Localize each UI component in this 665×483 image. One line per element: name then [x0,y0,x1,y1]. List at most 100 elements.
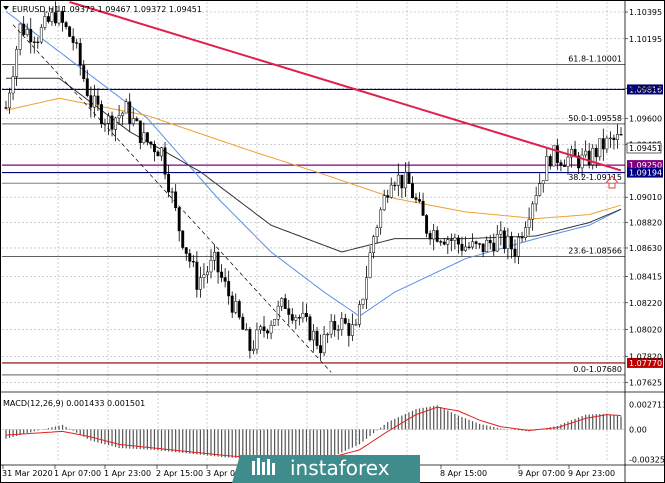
candles [4,1,623,361]
candle-body [131,118,135,124]
candle-body [460,243,464,251]
candle-body [517,236,520,257]
macd-label: MACD(12,26,9) 0.001433 0.001501 [3,399,145,408]
current-price-tag [626,142,662,154]
candle-body [304,312,308,318]
candle-body [149,141,153,145]
candle-body [326,333,330,336]
candle-body [357,304,361,325]
candle-body [138,120,142,144]
candle-body [206,271,209,276]
candle-body [29,29,33,43]
candle-body [619,134,623,136]
candle-body [32,41,36,43]
candle-body [209,260,213,273]
time-tick-label: 9 Apr 07:00 [518,469,565,478]
candle-body [329,320,333,335]
candle-body [598,138,602,158]
candle-body [439,241,443,243]
candle-body [559,162,563,166]
candle-body [524,227,528,238]
candle-body [513,248,517,257]
fib-level-label: 38.2-1.09115 [568,173,622,182]
collapse-triangle-icon[interactable] [3,6,9,10]
overlays [12,1,622,373]
candle-body [156,151,160,157]
candle-body [124,101,128,114]
candle-body [382,195,386,211]
candle-body [425,215,429,234]
fib-level-label: 50.0-1.09558 [568,114,622,123]
candle-body [273,318,277,326]
candle-body [145,132,149,143]
level-price-tag-label: 1.07770 [629,359,662,368]
candle-body [78,43,82,66]
candle-body [435,230,439,242]
grid [2,2,625,462]
candle-body [4,107,8,109]
candle-body [114,117,118,130]
candle-body [573,149,577,157]
candle-body [184,247,188,254]
candle-body [61,10,65,23]
level-price-tag-label: 1.09194 [629,169,662,178]
price-tick-label: 1.10195 [629,35,662,44]
moving-average-orange [5,97,622,220]
candle-body [580,154,584,169]
candle-body [319,345,323,354]
candle-body [227,281,231,297]
candle-body [492,242,496,252]
candle-body [584,150,588,156]
candle-body [308,316,312,341]
candle-body [68,26,72,37]
candle-body [18,23,22,50]
candle-body [506,236,510,249]
candle-body [15,49,19,77]
candle-body [283,298,287,309]
candle-body [421,200,425,216]
candle-body [509,236,513,250]
candle-body [616,134,619,140]
candle-body [594,148,598,158]
candle-body [248,329,252,351]
price-tick-label: 1.08020 [629,326,662,335]
candle-body [485,239,489,253]
candle-body [135,118,139,122]
candle-body [411,183,414,199]
time-tick-label: 8 Apr 15:00 [440,469,487,478]
candle-body [396,174,400,186]
price-tick-label: 1.10395 [629,8,662,17]
candle-body [92,95,96,108]
macd-tick-label: 0.00 [629,426,647,435]
candle-body [361,298,365,305]
macd-panel: 0.002713 0.00 -0.00325 [2,400,665,465]
candle-body [163,147,167,175]
candle-body [531,203,535,220]
candle-body [259,326,262,331]
candle-body [333,320,337,331]
candle-body [82,65,86,79]
candle-body [347,323,351,336]
level-price-tag [627,357,663,368]
candle-body [234,301,238,313]
candle-body [456,237,460,245]
price-tick-label: 1.07820 [629,352,662,361]
candle-body [562,165,566,167]
candle-body [312,330,315,341]
candle-body [262,326,266,332]
candle-body [608,137,612,140]
candle-body [527,219,531,228]
fib-level-label: 23.6-1.08566 [568,247,622,256]
candle-body [54,12,57,24]
price-tick-label: 1.08220 [629,299,662,308]
candle-body [315,330,319,346]
candle-body [181,230,185,248]
candle-body [22,23,26,35]
candle-body [223,277,227,282]
candle-body [230,295,234,313]
candle-body [297,317,301,319]
candle-body [89,95,93,108]
